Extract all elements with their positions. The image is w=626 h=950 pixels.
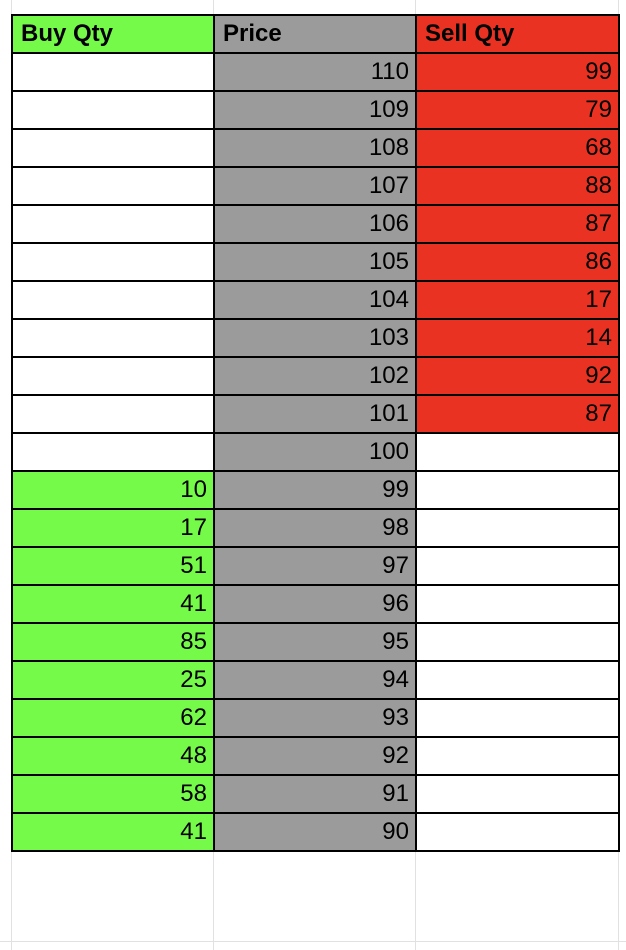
buy-qty-cell[interactable] <box>11 52 215 92</box>
price-cell[interactable]: 92 <box>213 736 417 776</box>
price-cell[interactable]: 107 <box>213 166 417 206</box>
price-cell[interactable]: 97 <box>213 546 417 586</box>
price-cell[interactable]: 110 <box>213 52 417 92</box>
price-cell[interactable]: 105 <box>213 242 417 282</box>
buy-qty-cell[interactable] <box>11 356 215 396</box>
buy-qty-cell[interactable]: 41 <box>11 812 215 852</box>
price-cell[interactable]: 101 <box>213 394 417 434</box>
sell-qty-cell[interactable]: 99 <box>415 52 620 92</box>
table-row: 102 92 <box>11 356 620 396</box>
sell-qty-cell[interactable] <box>415 470 620 510</box>
price-cell[interactable]: 91 <box>213 774 417 814</box>
buy-qty-cell[interactable]: 17 <box>11 508 215 548</box>
sell-qty-cell[interactable] <box>415 736 620 776</box>
sell-qty-cell[interactable] <box>415 508 620 548</box>
table-row: 51 97 <box>11 546 620 586</box>
price-cell[interactable]: 98 <box>213 508 417 548</box>
header-sell-qty[interactable]: Sell Qty <box>415 14 620 54</box>
table-row: 101 87 <box>11 394 620 434</box>
buy-qty-cell[interactable] <box>11 204 215 244</box>
gridline <box>0 941 626 942</box>
price-cell[interactable]: 106 <box>213 204 417 244</box>
buy-qty-cell[interactable]: 48 <box>11 736 215 776</box>
sell-qty-cell[interactable] <box>415 698 620 738</box>
sell-qty-cell[interactable]: 88 <box>415 166 620 206</box>
buy-qty-cell[interactable] <box>11 128 215 168</box>
table-row: 41 96 <box>11 584 620 624</box>
sell-qty-cell[interactable] <box>415 546 620 586</box>
buy-qty-cell[interactable] <box>11 166 215 206</box>
buy-qty-cell[interactable] <box>11 242 215 282</box>
buy-qty-cell[interactable]: 62 <box>11 698 215 738</box>
sell-qty-cell[interactable] <box>415 774 620 814</box>
table-row: 107 88 <box>11 166 620 206</box>
table-row: 105 86 <box>11 242 620 282</box>
sell-qty-cell[interactable]: 79 <box>415 90 620 130</box>
sell-qty-cell[interactable]: 87 <box>415 394 620 434</box>
buy-qty-cell[interactable]: 85 <box>11 622 215 662</box>
buy-qty-cell[interactable] <box>11 90 215 130</box>
header-price[interactable]: Price <box>213 14 417 54</box>
table-row: 110 99 <box>11 52 620 92</box>
buy-qty-cell[interactable] <box>11 432 215 472</box>
sell-qty-cell[interactable] <box>415 812 620 852</box>
table-row: 10 99 <box>11 470 620 510</box>
price-cell[interactable]: 103 <box>213 318 417 358</box>
sell-qty-cell[interactable]: 14 <box>415 318 620 358</box>
price-cell[interactable]: 94 <box>213 660 417 700</box>
table-row: 103 14 <box>11 318 620 358</box>
table-row: 25 94 <box>11 660 620 700</box>
header-buy-qty[interactable]: Buy Qty <box>11 14 215 54</box>
buy-qty-cell[interactable]: 58 <box>11 774 215 814</box>
price-cell[interactable]: 100 <box>213 432 417 472</box>
table-row: 62 93 <box>11 698 620 738</box>
order-book-table: Buy Qty Price Sell Qty 110 99 109 79 108 68 10… <box>11 14 620 852</box>
price-cell[interactable]: 104 <box>213 280 417 320</box>
buy-qty-cell[interactable] <box>11 394 215 434</box>
table-row: 104 17 <box>11 280 620 320</box>
table-row: 17 98 <box>11 508 620 548</box>
price-cell[interactable]: 108 <box>213 128 417 168</box>
sell-qty-cell[interactable] <box>415 660 620 700</box>
price-cell[interactable]: 109 <box>213 90 417 130</box>
header-row: Buy Qty Price Sell Qty <box>11 14 620 54</box>
table-row: 58 91 <box>11 774 620 814</box>
sell-qty-cell[interactable]: 92 <box>415 356 620 396</box>
table-row: 100 <box>11 432 620 472</box>
sell-qty-cell[interactable]: 17 <box>415 280 620 320</box>
table-row: 48 92 <box>11 736 620 776</box>
sell-qty-cell[interactable] <box>415 584 620 624</box>
price-cell[interactable]: 96 <box>213 584 417 624</box>
price-cell[interactable]: 95 <box>213 622 417 662</box>
buy-qty-cell[interactable]: 25 <box>11 660 215 700</box>
buy-qty-cell[interactable] <box>11 318 215 358</box>
table-row: 108 68 <box>11 128 620 168</box>
sell-qty-cell[interactable]: 86 <box>415 242 620 282</box>
sell-qty-cell[interactable] <box>415 432 620 472</box>
buy-qty-cell[interactable] <box>11 280 215 320</box>
sell-qty-cell[interactable]: 68 <box>415 128 620 168</box>
buy-qty-cell[interactable]: 41 <box>11 584 215 624</box>
buy-qty-cell[interactable]: 10 <box>11 470 215 510</box>
price-cell[interactable]: 99 <box>213 470 417 510</box>
price-cell[interactable]: 90 <box>213 812 417 852</box>
table-row: 41 90 <box>11 812 620 852</box>
table-row: 106 87 <box>11 204 620 244</box>
price-cell[interactable]: 93 <box>213 698 417 738</box>
sell-qty-cell[interactable] <box>415 622 620 662</box>
buy-qty-cell[interactable]: 51 <box>11 546 215 586</box>
table-row: 85 95 <box>11 622 620 662</box>
sell-qty-cell[interactable]: 87 <box>415 204 620 244</box>
price-cell[interactable]: 102 <box>213 356 417 396</box>
order-book-body: 110 99 109 79 108 68 107 88 106 87 105 86 104 17 103 14… <box>11 52 620 852</box>
table-row: 109 79 <box>11 90 620 130</box>
